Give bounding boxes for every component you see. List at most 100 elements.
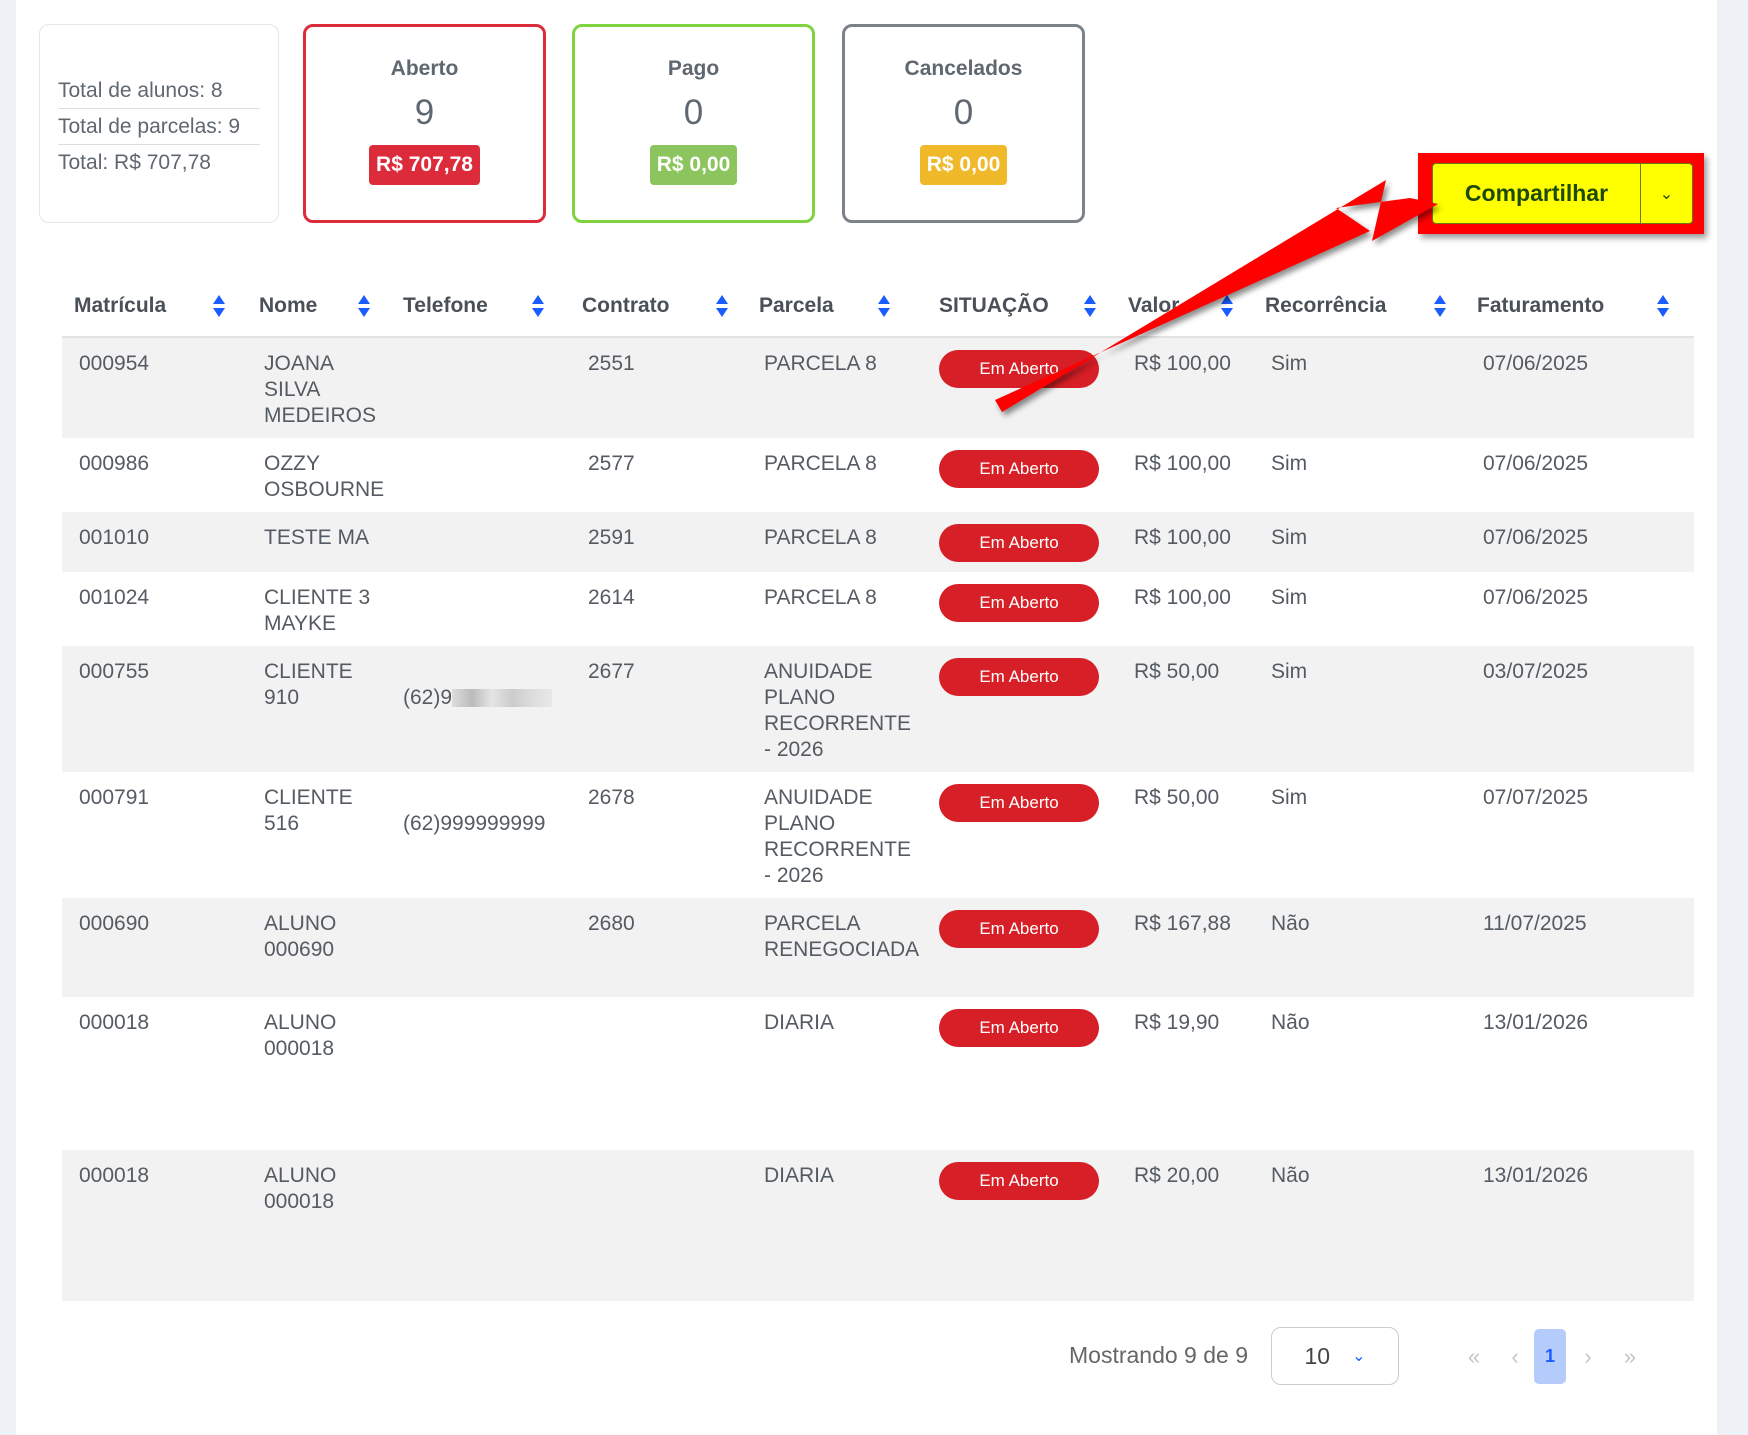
page-size-select[interactable]: 10 ⌄ [1271,1327,1399,1385]
status-badge: Em Aberto [939,910,1099,948]
column-header[interactable]: Valor [1128,294,1180,317]
status-badge: Em Aberto [939,658,1099,696]
status-badge: Em Aberto [939,584,1099,622]
column-header[interactable]: SITUAÇÃO [939,294,1049,317]
table-row[interactable]: 001010 TESTE MA 2591 PARCELA 8 Em Aberto R$ … [62,512,1694,572]
page-1-button[interactable]: 1 [1534,1329,1566,1384]
cell-nome: CLIENTE 516 [264,785,353,837]
cell-valor: R$ 19,90 [1134,1011,1220,1034]
cell-nome-text: ALUNO 000018 [264,1164,337,1213]
status-card-count: 9 [414,93,435,132]
sort-icon[interactable] [1220,294,1234,318]
status-card-title: Cancelados [904,57,1023,80]
cell-matricula-text: 000690 [79,912,150,935]
cell-faturamento: 13/01/2026 [1483,1164,1589,1187]
column-header[interactable]: Recorrência [1265,294,1387,317]
share-dropdown-toggle[interactable]: ⌄ [1641,164,1692,223]
table-row[interactable]: 000791 CLIENTE 516 (62)999999999 2678 ANUIDA… [62,772,1694,898]
status-badge: Em Aberto [939,1009,1099,1047]
cell-nome: ALUNO 000690 [264,911,336,963]
table-row[interactable]: 000018 ALUNO 000018 DIARIA Em Aberto R$ 19,… [62,997,1694,1150]
sort-icon[interactable] [357,294,371,318]
sort-icon[interactable] [1083,294,1097,318]
cell-matricula-text: 001010 [79,526,150,549]
cell-nome: CLIENTE 3 MAYKE [264,585,370,637]
cell-valor: R$ 100,00 [1134,452,1231,475]
status-card-amount: R$ 0,00 [649,145,738,185]
cell-matricula: 000690 [79,911,149,937]
sort-icon[interactable] [1433,294,1447,318]
status-card-amount: R$ 707,78 [369,145,480,185]
cell-valor: R$ 50,00 [1134,660,1220,683]
share-button[interactable]: Compartilhar [1433,164,1641,223]
column-header[interactable]: Faturamento [1477,294,1605,317]
cell-contrato-text: 2680 [588,912,635,935]
cell-matricula-text: 000018 [79,1011,150,1034]
first-page-button[interactable]: « [1467,1343,1481,1369]
table-row[interactable]: 000986 OZZY OSBOURNE 2577 PARCELA 8 Em Abert… [62,438,1694,512]
cell-matricula-text: 000018 [79,1164,150,1187]
table-row[interactable]: 000755 CLIENTE 910 (62)9 2677 ANUIDADE PLANO… [62,646,1694,772]
chevron-down-icon: ⌄ [1352,1348,1366,1365]
status-card-pago[interactable]: Pago 0 R$ 0,00 [572,24,815,223]
cell-contrato-text: 2591 [588,526,635,549]
column-header[interactable]: Contrato [582,294,670,317]
cell-faturamento: 07/06/2025 [1483,452,1589,475]
status-card-cancelados[interactable]: Cancelados 0 R$ 0,00 [842,24,1085,223]
cell-recorrencia: Não [1271,1011,1310,1034]
last-page-button[interactable]: » [1623,1343,1637,1369]
cell-telefone-text: (62)9 [403,686,453,709]
status-card-title: Aberto [390,57,459,80]
cell-parcela: PARCELA 8 [764,451,877,477]
cell-matricula-text: 000791 [79,786,150,809]
status-badge: Em Aberto [939,350,1099,388]
column-header[interactable]: Matrícula [74,294,167,317]
column-header[interactable]: Parcela [759,294,834,317]
sort-icon[interactable] [715,294,729,318]
cell-parcela-text: DIARIA [764,1164,835,1187]
total-installments: Total de parcelas: 9 [58,108,260,144]
table-row[interactable]: 000690 ALUNO 000690 2680 PARCELA RENEGOCIAD… [62,898,1694,997]
cell-parcela: ANUIDADE PLANO RECORRENTE - 2026 [764,659,911,763]
cell-contrato: 2577 [588,451,635,477]
cell-matricula: 000954 [79,351,149,377]
cell-faturamento: 07/06/2025 [1483,352,1589,375]
cell-recorrencia: Sim [1271,586,1308,609]
prev-page-button[interactable]: ‹ [1511,1343,1519,1369]
cell-recorrencia: Sim [1271,660,1308,683]
cell-valor: R$ 20,00 [1134,1164,1220,1187]
cell-faturamento: 07/06/2025 [1483,526,1589,549]
cell-valor: R$ 100,00 [1134,586,1231,609]
cell-telefone: (62)999999999 [403,811,545,837]
cell-nome: JOANA SILVA MEDEIROS [264,351,376,429]
next-page-button[interactable]: › [1584,1343,1592,1369]
status-card-title: Pago [667,57,720,80]
column-header[interactable]: Nome [259,294,318,317]
status-badge: Em Aberto [939,784,1099,822]
sort-icon[interactable] [877,294,891,318]
cell-contrato-text: 2614 [588,586,635,609]
cell-nome-text: ALUNO 000018 [264,1011,337,1060]
table-row[interactable]: 001024 CLIENTE 3 MAYKE 2614 PARCELA 8 Em Abe… [62,572,1694,646]
total-students: Total de alunos: 8 [58,79,223,102]
cell-contrato: 2680 [588,911,635,937]
table-row[interactable]: 000018 ALUNO 000018 DIARIA Em Aberto R$ 20,… [62,1150,1694,1301]
page-size-value: 10 [1304,1342,1331,1369]
redacted-phone [452,689,553,708]
sort-icon[interactable] [531,294,545,318]
cell-contrato-text: 2677 [588,660,635,683]
share-button-group[interactable]: Compartilhar ⌄ [1432,163,1693,224]
cell-parcela: DIARIA [764,1010,834,1036]
cell-recorrencia: Não [1271,912,1310,935]
status-badge: Em Aberto [939,1162,1099,1200]
arrow-icon [995,180,1438,412]
status-card-aberto[interactable]: Aberto 9 R$ 707,78 [303,24,546,223]
showing-count: Mostrando 9 de 9 [1069,1342,1249,1368]
cell-nome-text: CLIENTE 3 MAYKE [264,586,371,635]
cell-matricula-text: 000954 [79,352,150,375]
table-row[interactable]: 000954 JOANA SILVA MEDEIROS 2551 PARCELA 8 E… [62,338,1694,438]
sort-icon[interactable] [1656,294,1670,318]
sort-icon[interactable] [212,294,226,318]
column-header[interactable]: Telefone [403,294,488,317]
